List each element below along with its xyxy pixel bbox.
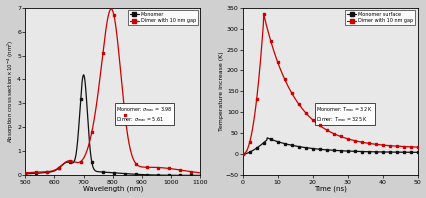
Y-axis label: Temperature increase (K): Temperature increase (K) [219,52,224,131]
X-axis label: Time (ns): Time (ns) [313,186,346,192]
X-axis label: Wavelength (nm): Wavelength (nm) [82,186,143,192]
Legend: Monomer, Dimer with 10 nm gap: Monomer, Dimer with 10 nm gap [128,10,197,25]
Text: Monomer: $T_{max}$ = 32 K
Dimer: $T_{max}$ = 325 K: Monomer: $T_{max}$ = 32 K Dimer: $T_{max… [315,105,372,124]
Text: Monomer: $\sigma_{max}$ = 3.98
Dimer: $\sigma_{max}$ = 5.61: Monomer: $\sigma_{max}$ = 3.98 Dimer: $\… [116,105,173,124]
Legend: Monomer surface, Dimer with 10 nm gap: Monomer surface, Dimer with 10 nm gap [345,10,414,25]
Y-axis label: Absorption cross section$\times10^{-4}$ (nm²): Absorption cross section$\times10^{-4}$ … [6,40,16,143]
